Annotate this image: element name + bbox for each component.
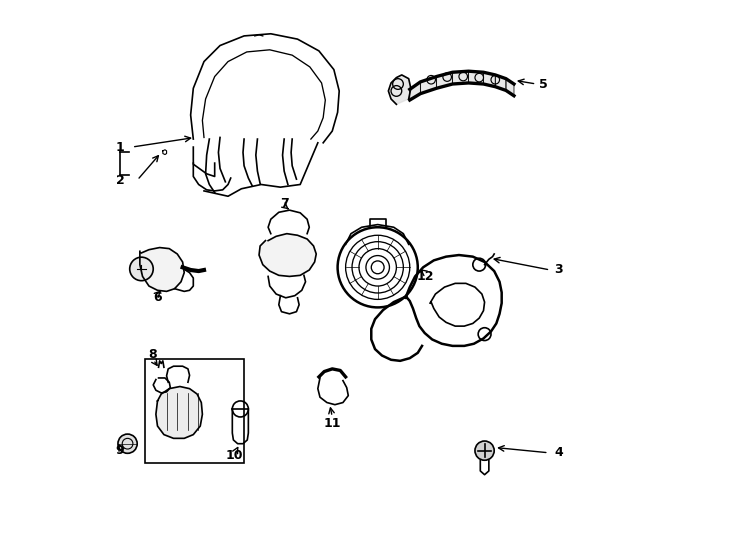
Polygon shape — [156, 387, 203, 438]
Text: 11: 11 — [324, 417, 341, 430]
Text: 1: 1 — [116, 140, 125, 153]
Polygon shape — [484, 72, 495, 87]
Polygon shape — [453, 71, 468, 84]
Circle shape — [475, 441, 494, 460]
Polygon shape — [495, 75, 506, 90]
Bar — [145, 359, 244, 463]
Circle shape — [118, 434, 137, 453]
Text: 5: 5 — [539, 78, 548, 91]
Text: 12: 12 — [417, 270, 435, 283]
Text: 3: 3 — [554, 264, 563, 276]
Text: 8: 8 — [148, 348, 156, 361]
Polygon shape — [437, 72, 453, 88]
Text: 6: 6 — [153, 291, 161, 305]
Polygon shape — [410, 82, 421, 100]
Polygon shape — [468, 71, 484, 84]
Text: 4: 4 — [554, 446, 563, 460]
Text: 10: 10 — [226, 449, 243, 462]
Polygon shape — [259, 234, 316, 276]
Polygon shape — [506, 79, 514, 96]
Text: 7: 7 — [280, 197, 288, 210]
Polygon shape — [388, 75, 411, 104]
Text: 9: 9 — [116, 444, 124, 457]
Circle shape — [130, 257, 153, 281]
Text: 2: 2 — [116, 174, 125, 187]
Polygon shape — [140, 247, 184, 292]
Polygon shape — [421, 77, 437, 93]
